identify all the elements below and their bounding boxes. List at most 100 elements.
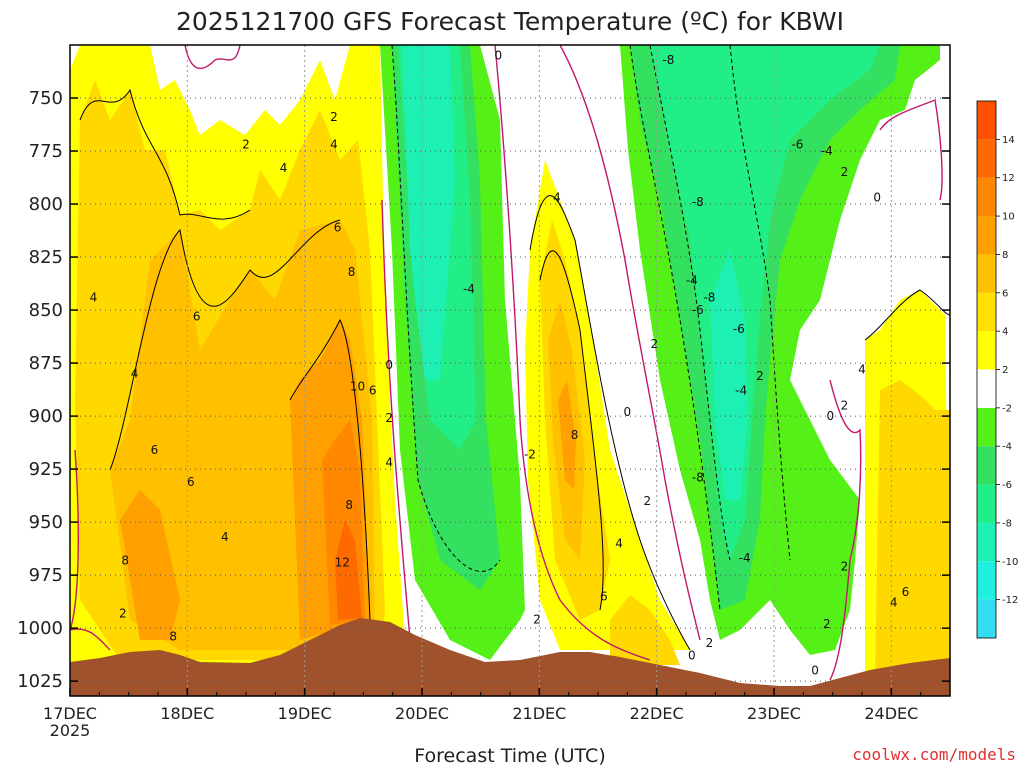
contour-label: 4 bbox=[385, 456, 393, 470]
colorbar-swatch bbox=[977, 331, 996, 370]
contour-label: 2 bbox=[643, 494, 651, 508]
contour-label: 4 bbox=[221, 530, 229, 544]
warm-lowlevel-22dec bbox=[610, 595, 680, 665]
cold-isotherm-2 bbox=[629, 45, 721, 611]
contour-label: -4 bbox=[463, 282, 475, 296]
y-tick-label-825: 825 bbox=[29, 247, 63, 268]
colorbar-tick-label: 12 bbox=[1002, 173, 1015, 184]
contour-label: 12 bbox=[335, 555, 350, 569]
colorbar-tick-label: -12 bbox=[1002, 595, 1018, 606]
isotherm-6 bbox=[864, 289, 950, 341]
contour-label: 0 bbox=[385, 358, 393, 372]
cold-region-late-coldest bbox=[710, 250, 748, 500]
colorbar-tick-label: 14 bbox=[1002, 135, 1015, 146]
contour-label: -8 bbox=[703, 290, 715, 304]
isotherm-2 bbox=[109, 219, 341, 471]
contour-label: 4 bbox=[858, 362, 866, 376]
colorbar-tick-label: 4 bbox=[1002, 327, 1008, 338]
colorbar-tick-label: -2 bbox=[1002, 403, 1012, 414]
zero-contour-7 bbox=[829, 379, 862, 681]
contour-label: 2 bbox=[823, 617, 831, 631]
contour-label: 4 bbox=[890, 596, 898, 610]
colorbar-swatch bbox=[977, 139, 996, 178]
contour-label: 2 bbox=[650, 337, 658, 351]
colorbar-tick-label: 6 bbox=[1002, 288, 1008, 299]
cold-band-mid-cyan bbox=[402, 45, 455, 380]
colorbar-swatch bbox=[977, 292, 996, 332]
y-tick-label-950: 950 bbox=[29, 512, 63, 533]
contour-label: 0 bbox=[811, 664, 819, 678]
warm-plume-21dec-peak bbox=[558, 380, 576, 490]
contour-label: -8 bbox=[662, 53, 674, 67]
contour-label: 6 bbox=[187, 475, 195, 489]
colorbar-swatch bbox=[977, 561, 996, 600]
x-tick-label-22dec: 22DEC bbox=[630, 704, 684, 723]
colorbar-tick-label: 2 bbox=[1002, 365, 1008, 376]
colorbar-swatch bbox=[977, 177, 996, 217]
warm-region-8to10 bbox=[120, 320, 370, 640]
colorbar-swatch bbox=[977, 522, 996, 562]
y-tick-label-800: 800 bbox=[29, 194, 63, 215]
colorbar-tick-label: 8 bbox=[1002, 250, 1008, 261]
x-tick-label-24dec: 24DEC bbox=[864, 704, 918, 723]
isotherm-4 bbox=[529, 195, 691, 651]
colorbar-swatch bbox=[977, 369, 996, 408]
x-axis: 17DEC 18DEC 19DEC 20DEC 21DEC 22DEC 23DEC 24DEC bbox=[43, 688, 951, 723]
contour-label: 2 bbox=[841, 165, 849, 179]
colorbar-swatch bbox=[977, 484, 996, 523]
x-axis-label: Forecast Time (UTC) bbox=[414, 745, 605, 767]
y-tick-label-875: 875 bbox=[29, 353, 63, 374]
contour-label: 0 bbox=[494, 49, 502, 63]
x-axis-year: 2025 bbox=[50, 721, 91, 740]
contour-label: 6 bbox=[600, 589, 608, 603]
contour-label: 10 bbox=[350, 379, 365, 393]
warm-region-late-inner bbox=[875, 380, 950, 680]
contour-label: 0 bbox=[624, 405, 632, 419]
contour-label: -4 bbox=[735, 384, 747, 398]
contour-label: 6 bbox=[902, 585, 910, 599]
contour-label: -6 bbox=[733, 322, 745, 336]
contour-label: -6 bbox=[692, 303, 704, 317]
contour-label: -6 bbox=[791, 138, 803, 152]
colorbar: 14 12 10 8 6 4 2 -2 -4 -6 -8 -10 -12 bbox=[976, 100, 1018, 639]
colorbar-tick-label: -6 bbox=[1002, 480, 1012, 491]
y-tick-label-775: 775 bbox=[29, 141, 63, 162]
contour-label: 4 bbox=[280, 161, 288, 175]
y-tick-label-975: 975 bbox=[29, 565, 63, 586]
contour-label: 6 bbox=[193, 309, 201, 323]
contour-label: 2 bbox=[756, 369, 764, 383]
contour-label: 8 bbox=[169, 630, 177, 644]
x-tick-label-23dec: 23DEC bbox=[747, 704, 801, 723]
zero-contour-2 bbox=[70, 449, 111, 651]
contour-label: 0 bbox=[826, 409, 834, 423]
x-tick-label-21dec: 21DEC bbox=[512, 704, 566, 723]
contour-label: 4 bbox=[90, 290, 98, 304]
y-tick-label-925: 925 bbox=[29, 459, 63, 480]
contour-label: -4 bbox=[739, 551, 751, 565]
contour-label: 8 bbox=[348, 265, 356, 279]
x-tick-label-20dec: 20DEC bbox=[395, 704, 449, 723]
y-tick-label-750: 750 bbox=[29, 88, 63, 109]
colorbar-swatch bbox=[977, 599, 996, 638]
colorbar-tick-label: -8 bbox=[1002, 518, 1012, 529]
credit-link[interactable]: coolwx.com/models bbox=[852, 745, 1016, 764]
contour-label: -4 bbox=[821, 144, 833, 158]
contour-label: 4 bbox=[330, 138, 338, 152]
colorbar-swatch bbox=[977, 254, 996, 293]
cold-isotherm-3 bbox=[649, 45, 731, 561]
plot-area bbox=[70, 45, 950, 696]
isotherm-3 bbox=[289, 318, 371, 621]
contour-label: 0 bbox=[873, 191, 881, 205]
warm-region-12to14 bbox=[335, 520, 362, 620]
contour-label: 8 bbox=[571, 428, 579, 442]
isotherm-contours bbox=[79, 88, 950, 651]
terrain-surface bbox=[70, 618, 950, 696]
colorbar-tick-label: -4 bbox=[1002, 442, 1012, 453]
contour-label: 6 bbox=[151, 443, 159, 457]
contour-label: 2 bbox=[533, 613, 541, 627]
contour-label: 2 bbox=[330, 110, 338, 124]
colorbar-swatch bbox=[977, 407, 996, 447]
